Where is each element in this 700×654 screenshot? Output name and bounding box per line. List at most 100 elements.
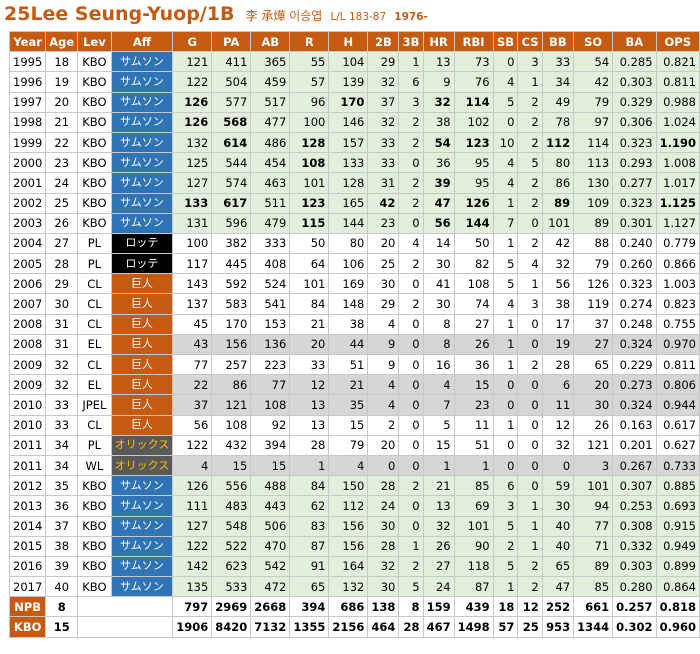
cell-bb: 17 xyxy=(541,313,575,335)
cell-year: 2006 xyxy=(8,273,47,295)
cell-ops: 0.779 xyxy=(655,232,700,255)
cell-age: 25 xyxy=(45,192,79,214)
cell-2b: 28 xyxy=(367,475,400,497)
cell-ab: 333 xyxy=(250,232,291,255)
cell-pa: 483 xyxy=(211,495,252,517)
cell-ops: 1.024 xyxy=(655,111,700,133)
cell-affiliation: ロッテ xyxy=(110,253,174,275)
cell-g: 37 xyxy=(172,394,213,416)
table-row: 2001 24 KBO サムソン 127 574 463 101 128 31 2 39 95 4 2 86 1… xyxy=(8,172,700,194)
cell-lev: KBO xyxy=(77,495,112,517)
batting-stats-table: Year Age Lev Aff G PA AB R H 2B 3B HR RBI SB CS BB SO BA O… xyxy=(8,30,700,638)
cell-hr: 26 xyxy=(422,535,455,557)
cell-cs: 0 xyxy=(517,454,543,477)
cell-2b: 30 xyxy=(367,576,400,598)
cell-rbi: 126 xyxy=(453,192,494,214)
cell-ops: 0.866 xyxy=(655,253,700,275)
cell-2b: 2 xyxy=(367,414,400,436)
cell-cs: 0 xyxy=(517,414,543,436)
column-header-r: R xyxy=(289,30,330,53)
cell-lev: CL xyxy=(77,313,112,335)
column-header-g: G xyxy=(172,30,213,53)
cell-g: 121 xyxy=(172,51,213,73)
cell-bb: 65 xyxy=(541,555,575,578)
cell-bb: 12 xyxy=(541,414,575,436)
cell-pa: 548 xyxy=(211,515,252,537)
cell-bb: 33 xyxy=(541,51,575,73)
cell-hr: 4 xyxy=(422,374,455,396)
total-cs: 25 xyxy=(517,616,543,638)
totals-blank-cell xyxy=(77,616,174,638)
cell-so: 101 xyxy=(573,475,614,497)
cell-pa: 583 xyxy=(211,293,252,315)
cell-2b: 29 xyxy=(367,51,400,73)
cell-ops: 0.864 xyxy=(655,576,700,598)
cell-so: 113 xyxy=(573,152,614,174)
cell-r: 115 xyxy=(289,212,330,234)
cell-g: 126 xyxy=(172,475,213,497)
cell-cs: 2 xyxy=(517,131,543,154)
cell-cs: 1 xyxy=(517,273,543,295)
cell-hr: 8 xyxy=(422,313,455,335)
cell-bb: 47 xyxy=(541,576,575,598)
cell-h: 44 xyxy=(328,333,369,356)
cell-h: 106 xyxy=(328,253,369,275)
cell-affiliation: 巨人 xyxy=(110,293,174,315)
cell-year: 1995 xyxy=(8,51,47,73)
cell-age: 23 xyxy=(45,152,79,174)
cell-r: 87 xyxy=(289,535,330,557)
cell-age: 19 xyxy=(45,71,79,93)
cell-h: 35 xyxy=(328,394,369,416)
cell-hr: 36 xyxy=(422,152,455,174)
cell-age: 28 xyxy=(45,253,79,275)
cell-bb: 80 xyxy=(541,152,575,174)
cell-g: 135 xyxy=(172,576,213,598)
cell-h: 128 xyxy=(328,172,369,194)
cell-lev: KBO xyxy=(77,212,112,234)
cell-g: 122 xyxy=(172,71,213,93)
cell-ab: 77 xyxy=(250,374,291,396)
cell-so: 121 xyxy=(573,434,614,456)
cell-h: 150 xyxy=(328,475,369,497)
cell-year: 2015 xyxy=(8,535,47,557)
cell-cs: 1 xyxy=(517,515,543,537)
total-h: 2156 xyxy=(328,616,369,638)
cell-bb: 30 xyxy=(541,495,575,517)
cell-ba: 0.285 xyxy=(612,51,657,73)
cell-cs: 0 xyxy=(517,434,543,456)
cell-3b: 0 xyxy=(398,515,424,537)
cell-bb: 42 xyxy=(541,232,575,255)
cell-year: 2011 xyxy=(8,454,47,477)
cell-2b: 42 xyxy=(367,192,400,214)
cell-ab: 92 xyxy=(250,414,291,436)
table-row: 2013 36 KBO サムソン 111 483 443 62 112 24 0 13 69 3 1 30 94… xyxy=(8,495,700,517)
cell-affiliation: サムソン xyxy=(110,192,174,214)
cell-so: 89 xyxy=(573,212,614,234)
table-row: 2007 30 CL 巨人 137 583 541 84 148 29 2 30 74 4 3 38 119 0.… xyxy=(8,293,700,315)
cell-lev: KBO xyxy=(77,111,112,133)
table-row: 2008 31 EL 巨人 43 156 136 20 44 9 0 8 26 1 0 19 27 0.324 0.… xyxy=(8,333,700,356)
cell-2b: 28 xyxy=(367,535,400,557)
table-row: 1999 22 KBO サムソン 132 614 486 128 157 33 2 54 123 10 2 1… xyxy=(8,131,700,154)
total-bb: 252 xyxy=(541,596,575,618)
cell-3b: 2 xyxy=(398,192,424,214)
cell-year: 2003 xyxy=(8,212,47,234)
cell-cs: 0 xyxy=(517,333,543,356)
cell-sb: 0 xyxy=(492,454,519,477)
cell-sb: 4 xyxy=(492,293,519,315)
cell-ops: 0.899 xyxy=(655,555,700,578)
cell-year: 2008 xyxy=(8,313,47,335)
cell-sb: 5 xyxy=(492,515,519,537)
cell-ops: 0.970 xyxy=(655,333,700,356)
cell-rbi: 118 xyxy=(453,555,494,578)
cell-sb: 10 xyxy=(492,131,519,154)
cell-ops: 1.127 xyxy=(655,212,700,234)
cell-affiliation: オリックス xyxy=(110,434,174,456)
cell-pa: 108 xyxy=(211,414,252,436)
cell-so: 30 xyxy=(573,394,614,416)
cell-hr: 1 xyxy=(422,454,455,477)
cell-ops: 0.821 xyxy=(655,51,700,73)
cell-lev: KBO xyxy=(77,535,112,557)
cell-lev: EL xyxy=(77,333,112,356)
cell-ops: 1.008 xyxy=(655,152,700,174)
